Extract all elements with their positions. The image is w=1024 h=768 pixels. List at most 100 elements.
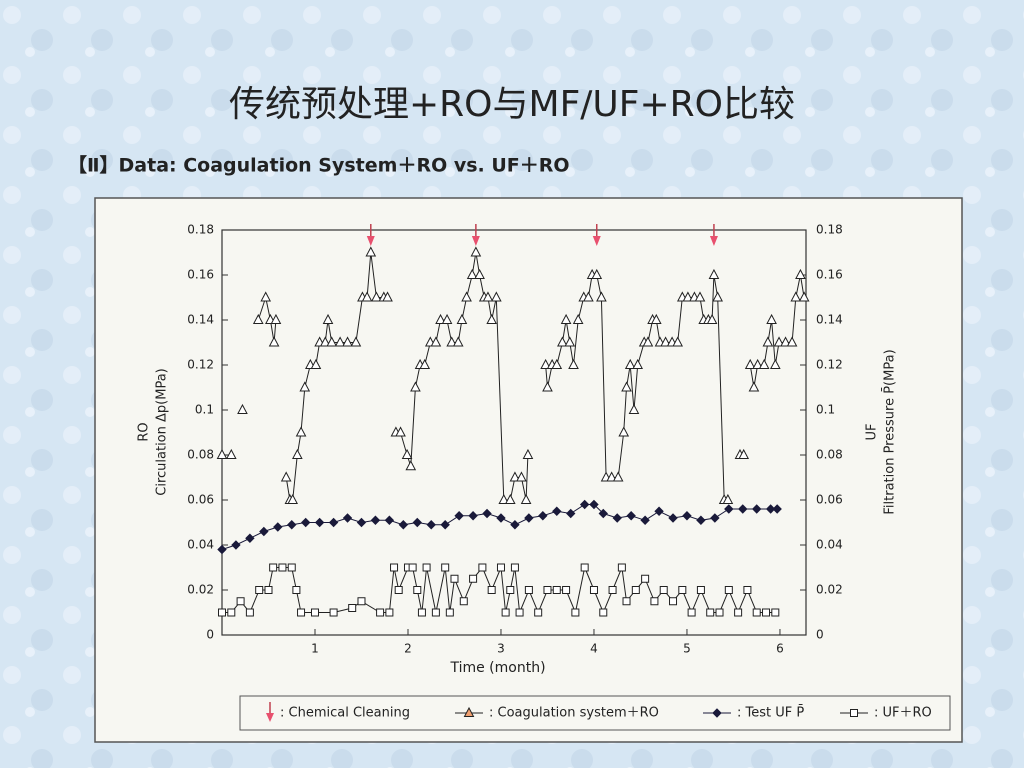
triangle-marker — [291, 448, 303, 459]
triangle-marker — [712, 291, 723, 302]
y-tick-label: 0.16 — [187, 268, 214, 282]
square-marker — [487, 586, 496, 594]
square-marker — [264, 586, 273, 594]
x-tick-label: 6 — [776, 642, 784, 656]
triangle-marker — [430, 336, 442, 347]
triangle-marker — [498, 493, 510, 504]
triangle-marker — [491, 291, 502, 302]
diamond-marker — [682, 511, 692, 521]
diamond-marker — [314, 517, 325, 528]
triangle-marker — [452, 336, 464, 347]
square-marker — [478, 563, 487, 572]
triangle-marker — [470, 246, 482, 257]
diamond-marker — [231, 540, 241, 550]
square-marker — [534, 608, 543, 617]
y-tick-label: 0.04 — [187, 538, 214, 552]
diamond-marker — [566, 508, 576, 519]
diamond-marker — [654, 506, 664, 516]
y-tick-label: 0 — [206, 628, 214, 642]
triangle-marker — [382, 291, 393, 302]
square-marker — [310, 608, 319, 617]
diamond-marker — [579, 499, 590, 510]
diamond-marker — [712, 708, 722, 718]
y-axis-label: RO — [137, 422, 152, 441]
square-marker — [459, 597, 468, 606]
square-marker — [469, 574, 478, 583]
triangle-marker — [463, 706, 475, 717]
diamond-marker — [524, 513, 534, 523]
square-marker — [524, 586, 533, 594]
triangle-marker — [557, 336, 568, 347]
diamond-marker — [356, 517, 367, 528]
square-marker — [287, 563, 296, 572]
triangle-marker — [446, 336, 458, 347]
y-tick-label: 0.1 — [195, 403, 214, 417]
diamond-marker — [398, 520, 409, 530]
square-marker — [413, 586, 422, 594]
square-marker — [431, 608, 440, 617]
triangle-marker — [790, 291, 802, 302]
plot-area — [221, 229, 807, 636]
y2-tick-label: 0.16 — [816, 268, 843, 282]
y2-tick-label: 0.02 — [816, 583, 843, 597]
diamond-marker — [426, 520, 436, 530]
triangle-marker — [361, 291, 373, 302]
y-tick-label: 0.06 — [187, 493, 214, 507]
triangle-marker — [319, 336, 331, 347]
x-tick-label: 3 — [497, 642, 505, 656]
triangle-marker — [371, 291, 382, 302]
y-tick-label: 0.02 — [187, 583, 214, 597]
diamond-marker — [589, 499, 599, 510]
square-marker — [218, 608, 226, 617]
square-marker — [297, 608, 306, 617]
cleaning-arrow — [471, 224, 480, 246]
arrow-head — [471, 236, 480, 246]
cleaning-arrow — [366, 224, 375, 246]
square-marker — [552, 586, 561, 594]
triangle-marker — [350, 336, 362, 347]
chart-title: 【Ⅱ】Data: Coagulation System＋RO vs. UF＋RO — [68, 154, 570, 177]
triangle-marker — [280, 471, 292, 482]
triangle-marker — [706, 313, 718, 324]
triangle-marker — [621, 381, 632, 392]
triangle-marker — [766, 313, 777, 324]
triangle-marker — [270, 313, 282, 324]
square-marker — [376, 608, 385, 617]
triangle-marker — [672, 336, 683, 347]
triangle-marker — [268, 336, 280, 347]
diamond-marker — [328, 517, 339, 528]
triangle-marker — [474, 268, 485, 279]
square-marker — [394, 586, 403, 594]
triangle-marker — [482, 291, 494, 302]
diamond-marker — [342, 513, 353, 523]
y-axis-label: Circulation Δp(MPa) — [155, 368, 170, 495]
square-marker — [631, 586, 640, 594]
triangle-marker — [744, 358, 756, 369]
diamond-marker — [598, 508, 608, 519]
diamond-marker — [259, 526, 269, 537]
legend-frame — [239, 695, 951, 731]
triangle-marker — [401, 448, 413, 459]
triangle-marker — [326, 336, 338, 347]
triangle-marker — [287, 493, 299, 504]
square-marker — [771, 608, 780, 617]
triangle-marker — [216, 448, 228, 459]
triangle-marker — [456, 313, 468, 324]
triangle-marker — [624, 358, 636, 369]
x-tick-label: 1 — [311, 642, 319, 656]
square-marker — [417, 608, 426, 617]
square-marker — [543, 586, 552, 594]
triangle-marker — [520, 493, 532, 504]
square-marker — [510, 563, 519, 572]
square-marker — [752, 608, 761, 617]
diamond-marker — [300, 517, 311, 528]
square-marker — [678, 586, 687, 594]
diamond-marker — [273, 522, 283, 532]
y2-tick-label: 0.1 — [816, 403, 835, 417]
legend-label: : UF＋RO — [874, 706, 932, 721]
square-marker — [515, 608, 524, 617]
diamond-marker — [668, 513, 678, 523]
triangle-marker — [509, 471, 521, 482]
square-marker — [715, 608, 724, 617]
